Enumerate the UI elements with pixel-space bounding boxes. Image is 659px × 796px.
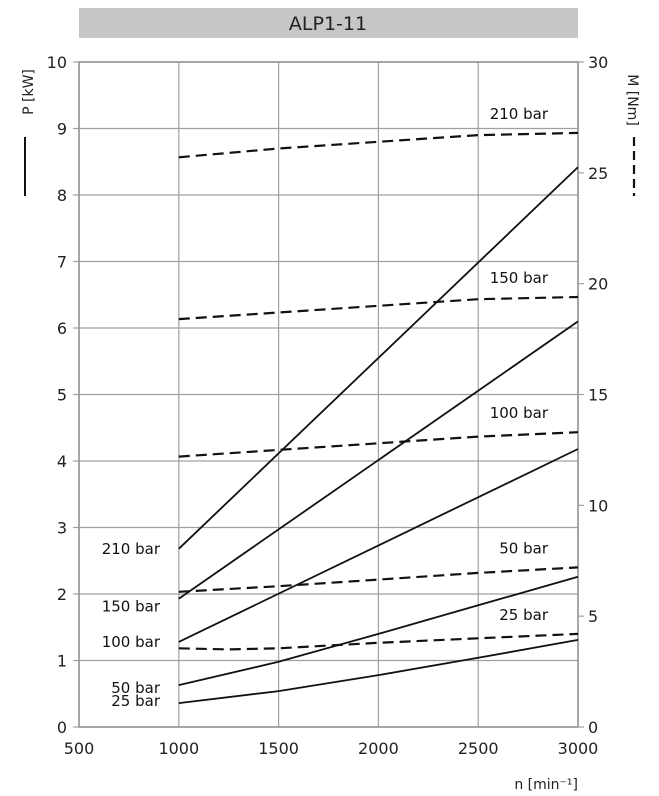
- left-series-label: 100 bar: [102, 633, 161, 651]
- power-line-50-bar: [178, 575, 579, 686]
- x-tick-label: 1000: [158, 739, 199, 758]
- x-axis-label: n [min⁻¹]: [514, 777, 578, 793]
- grid: [78, 61, 579, 728]
- torque-line-25-bar: [178, 632, 579, 651]
- x-tick-label: 2500: [458, 739, 499, 758]
- tick-labels: 500 1000 1500 2000 2500 3000 0 1 2 3 4 5 6 7 8 9 10 0 5 10 1…: [47, 53, 609, 758]
- x-tick-label: 500: [64, 739, 95, 758]
- power-line-25-bar: [178, 639, 579, 704]
- x-tick-label: 1500: [258, 739, 299, 758]
- power-line-100-bar: [178, 448, 579, 643]
- right-axis-label: M [Nm]: [624, 74, 640, 126]
- torque-line-50-bar: [178, 566, 579, 593]
- left-series-label: 150 bar: [102, 598, 161, 616]
- chart-title: ALP1-11: [289, 13, 367, 35]
- right-tick-label: 15: [588, 386, 608, 405]
- right-tick-label: 20: [588, 275, 608, 294]
- left-tick-label: 6: [57, 319, 67, 338]
- right-series-label: 100 bar: [490, 404, 549, 422]
- power-line-210-bar: [178, 166, 579, 550]
- left-series-label: 25 bar: [111, 692, 161, 710]
- left-series-label: 50 bar: [111, 679, 161, 697]
- left-tick-label: 5: [57, 386, 67, 405]
- x-tick-label: 2000: [358, 739, 399, 758]
- right-series-label: 25 bar: [499, 606, 549, 624]
- left-series-label: 210 bar: [102, 540, 161, 558]
- left-tick-label: 8: [57, 186, 67, 205]
- right-tick-label: 5: [588, 607, 598, 626]
- left-axis-label: P [kW]: [21, 69, 37, 115]
- x-tick-label: 3000: [558, 739, 599, 758]
- right-series-label: 150 bar: [490, 269, 549, 287]
- left-tick-label: 9: [57, 120, 67, 139]
- right-series-label: 50 bar: [499, 539, 549, 557]
- series-lines: [178, 131, 579, 704]
- torque-line-210-bar: [178, 131, 579, 159]
- title-bar: [79, 8, 578, 38]
- right-series-label: 210 bar: [490, 105, 549, 123]
- left-tick-label: 3: [57, 519, 67, 538]
- left-tick-label: 0: [57, 718, 67, 737]
- right-tick-label: 30: [588, 53, 608, 72]
- left-tick-label: 1: [57, 652, 67, 671]
- right-tick-label: 10: [588, 496, 608, 515]
- torque-line-150-bar: [178, 295, 579, 321]
- left-tick-label: 2: [57, 585, 67, 604]
- power-line-150-bar: [178, 320, 579, 600]
- left-tick-label: 10: [47, 53, 67, 72]
- right-tick-label: 0: [588, 718, 598, 737]
- torque-line-100-bar: [178, 431, 579, 458]
- left-tick-label: 4: [57, 452, 67, 471]
- right-tick-label: 25: [588, 164, 608, 183]
- left-tick-label: 7: [57, 253, 67, 272]
